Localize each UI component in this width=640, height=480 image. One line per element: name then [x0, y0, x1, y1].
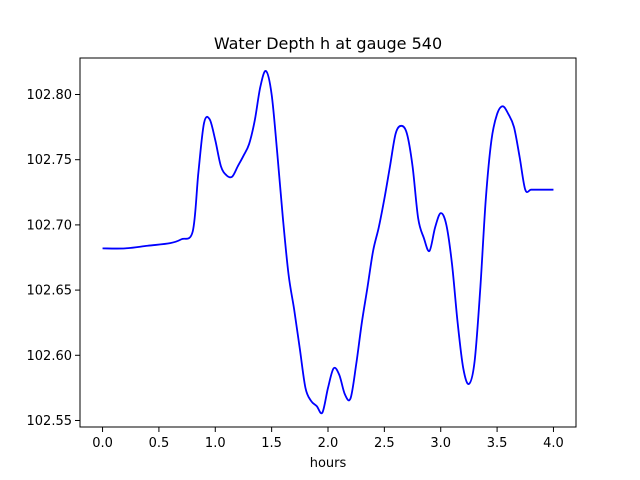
x-tick-label: 4.0 [543, 436, 564, 451]
x-tick-label: 0.0 [92, 436, 113, 451]
series-line-0 [102, 70, 554, 415]
x-tick-label: 2.5 [374, 436, 395, 451]
plot-frame [79, 57, 577, 428]
y-tick-label: 102.70 [27, 218, 73, 233]
y-tick-label: 102.60 [27, 349, 73, 364]
plot-area [79, 57, 577, 428]
x-tick-label: 0.5 [149, 436, 170, 451]
x-tick-label: 2.0 [318, 436, 339, 451]
x-axis-label: hours [310, 456, 347, 471]
x-tick-label: 1.5 [261, 436, 282, 451]
y-tick-label: 102.75 [27, 153, 73, 168]
series-layer [102, 70, 554, 415]
y-tick-label: 102.65 [27, 284, 73, 299]
y-tick-label: 102.55 [27, 414, 73, 429]
chart-title: Water Depth h at gauge 540 [214, 34, 442, 53]
x-tick-label: 3.0 [430, 436, 451, 451]
x-axis-ticks: 0.0 0.5 1.0 1.5 2.0 2.5 3.0 3.5 4.0 [92, 427, 564, 451]
x-tick-label: 1.0 [205, 436, 226, 451]
y-tick-label: 102.80 [27, 88, 73, 103]
y-axis-ticks: 102.55 102.60 102.65 102.70 102.75 102.80 [27, 88, 80, 429]
x-tick-label: 3.5 [487, 436, 508, 451]
